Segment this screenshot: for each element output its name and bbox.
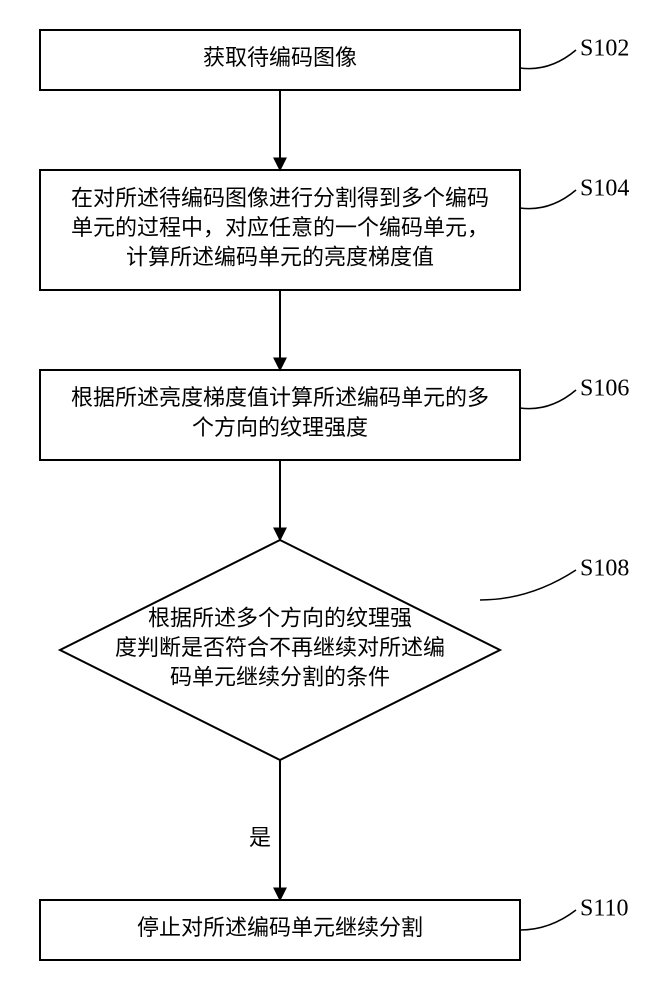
label-leader (520, 910, 576, 930)
step-label-s110: S110 (580, 896, 628, 922)
step-label-s108: S108 (580, 556, 629, 582)
label-leader (480, 570, 576, 600)
node-text: 个方向的纹理强度 (192, 415, 368, 440)
node-text: 获取待编码图像 (203, 45, 357, 70)
label-leader (520, 190, 576, 209)
edge-label: 是 (249, 825, 271, 850)
label-leader (520, 50, 576, 69)
node-text: 根据所述多个方向的纹理强 (148, 605, 412, 630)
node-text: 停止对所述编码单元继续分割 (137, 915, 423, 940)
node-text: 根据所述亮度梯度值计算所述编码单元的多 (71, 385, 489, 410)
step-label-s104: S104 (580, 176, 629, 202)
step-label-s102: S102 (580, 36, 629, 62)
step-label-s106: S106 (580, 376, 629, 402)
label-leader (520, 390, 576, 409)
node-text: 度判断是否符合不再继续对所述编 (115, 635, 445, 660)
node-text: 计算所述编码单元的亮度梯度值 (126, 245, 434, 270)
node-text: 码单元继续分割的条件 (170, 665, 390, 690)
node-text: 在对所述待编码图像进行分割得到多个编码 (71, 185, 489, 210)
node-text: 单元的过程中，对应任意的一个编码单元， (71, 215, 489, 240)
